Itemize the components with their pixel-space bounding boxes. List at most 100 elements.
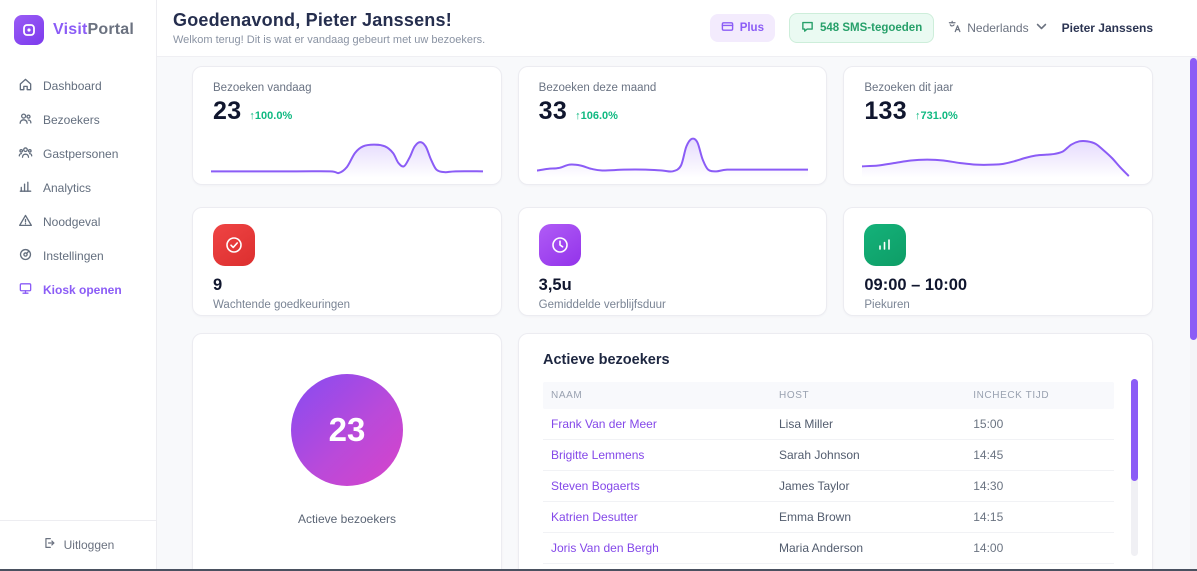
home-icon — [18, 77, 33, 95]
visitors-icon — [18, 111, 33, 129]
active-visitors-label: Actieve bezoekers — [297, 512, 397, 526]
plan-badge-label: Plus — [739, 22, 764, 34]
sidebar-item-label: Instellingen — [43, 249, 104, 263]
visitor-checkin-time: 14:15 — [973, 510, 1004, 524]
stat-label: Bezoeken dit jaar — [864, 82, 954, 94]
language-icon — [948, 20, 961, 36]
chat-icon — [801, 20, 814, 36]
visitor-name-link[interactable]: Joris Van den Bergh — [551, 541, 659, 555]
column-header-host: HOST — [779, 390, 810, 401]
table-scrollbar-thumb[interactable] — [1131, 379, 1138, 481]
analytics-icon — [18, 179, 33, 197]
visitor-name-link[interactable]: Katrien Desutter — [551, 510, 638, 524]
bar-chart-icon — [864, 224, 907, 266]
metric-value: 09:00 – 10:00 — [864, 276, 968, 294]
stat-delta: ↑106.0% — [575, 110, 618, 122]
plan-badge[interactable]: Plus — [709, 14, 775, 42]
kiosk-icon — [18, 281, 33, 299]
stat-label: Bezoeken deze maand — [538, 82, 657, 94]
topbar-actions: Plus 548 SMS-tegoeden Nederlands Pieter … — [709, 13, 1153, 43]
stat-label: Bezoeken vandaag — [213, 82, 312, 94]
clock-icon — [538, 224, 581, 266]
sidebar-item-label: Bezoekers — [43, 113, 100, 127]
sms-credits-label: 548 SMS-tegoeden — [819, 22, 923, 34]
stat-card-jaar: Bezoeken dit jaar 133 ↑731.0% — [843, 66, 1154, 185]
stat-value: 33 — [538, 97, 568, 125]
stat-value: 133 — [864, 97, 907, 125]
sidebar-item-dashboard[interactable]: Dashboard — [0, 69, 156, 103]
active-visitors-table-card: Actieve bezoekers NAAM HOST INCHECK TIJD… — [518, 333, 1153, 571]
metric-value: 9 — [213, 276, 223, 294]
sidebar-item-kiosk-openen[interactable]: Kiosk openen — [0, 273, 156, 307]
sidebar-item-bezoekers[interactable]: Bezoekers — [0, 103, 156, 137]
visitor-host: Lisa Miller — [779, 417, 834, 431]
table-row: Frank Van der Meer Lisa Miller 15:00 — [543, 409, 1114, 440]
sidebar-item-gastpersonen[interactable]: Gastpersonen — [0, 137, 156, 171]
active-visitors-card: 23 Actieve bezoekers — [192, 333, 502, 571]
metric-card-goedkeuringen: 9 Wachtende goedkeuringen — [192, 207, 502, 316]
page-scrollbar-thumb[interactable] — [1190, 58, 1197, 340]
chevron-down-icon — [1035, 20, 1048, 36]
guests-icon — [18, 145, 33, 163]
sidebar-item-label: Kiosk openen — [43, 283, 122, 297]
logout-label: Uitloggen — [63, 537, 115, 552]
table-row: Katrien Desutter Emma Brown 14:15 — [543, 502, 1114, 533]
stat-delta: ↑731.0% — [914, 110, 958, 122]
sidebar-footer: Uitloggen — [0, 520, 156, 571]
sms-credits-badge[interactable]: 548 SMS-tegoeden — [788, 13, 935, 43]
table-scrollbar-track[interactable] — [1131, 379, 1138, 556]
user-menu[interactable]: Pieter Janssens — [1061, 21, 1153, 35]
bottom-row: 23 Actieve bezoekers Actieve bezoekers N… — [192, 333, 1153, 571]
column-header-incheck-tijd: INCHECK TIJD — [973, 390, 1050, 401]
table-title: Actieve bezoekers — [543, 352, 670, 368]
greeting-block: Goedenavond, Pieter Janssens! Welkom ter… — [173, 10, 485, 46]
visitor-name-link[interactable]: Steven Bogaerts — [551, 479, 640, 493]
sparkline-chart — [536, 128, 809, 178]
page-scrollbar-track[interactable] — [1190, 57, 1197, 571]
settings-icon — [18, 247, 33, 265]
main-area: Goedenavond, Pieter Janssens! Welkom ter… — [157, 0, 1197, 571]
brand-logo-icon — [14, 15, 44, 45]
emergency-icon — [18, 213, 33, 231]
visitor-checkin-time: 14:30 — [973, 479, 1004, 493]
logout-button[interactable]: Uitloggen — [42, 536, 115, 553]
stat-card-vandaag: Bezoeken vandaag 23 ↑100.0% — [192, 66, 502, 185]
sidebar-item-label: Gastpersonen — [43, 147, 119, 161]
table-row: Joris Van den Bergh Maria Anderson 14:00 — [543, 533, 1114, 564]
active-visitors-circle: 23 — [291, 374, 403, 486]
visitor-name-link[interactable]: Frank Van der Meer — [551, 417, 657, 431]
sidebar: VisitPortal Dashboard Bezoekers Gastpers… — [0, 0, 157, 571]
stat-value: 23 — [213, 97, 242, 125]
sparkline-chart — [211, 128, 483, 178]
table-header-row: NAAM HOST INCHECK TIJD — [543, 382, 1114, 409]
card-icon — [721, 20, 734, 36]
language-selector[interactable]: Nederlands — [948, 20, 1047, 36]
visitor-host: Emma Brown — [779, 510, 852, 524]
metric-card-piekuren: 09:00 – 10:00 Piekuren — [843, 207, 1154, 316]
sidebar-item-label: Noodgeval — [43, 215, 101, 229]
sidebar-item-instellingen[interactable]: Instellingen — [0, 239, 156, 273]
visitor-host: Maria Anderson — [779, 541, 864, 555]
sidebar-item-label: Dashboard — [43, 79, 102, 93]
page-subtitle: Welkom terug! Dit is wat er vandaag gebe… — [173, 34, 486, 46]
metric-label: Wachtende goedkeuringen — [213, 299, 351, 311]
visitor-host: James Taylor — [779, 479, 850, 493]
active-visitors-count: 23 — [328, 411, 366, 448]
sparkline-chart — [862, 128, 1134, 178]
visitor-checkin-time: 14:45 — [973, 448, 1004, 462]
visitor-name-link[interactable]: Brigitte Lemmens — [551, 448, 645, 462]
check-circle-icon — [213, 224, 255, 266]
brand-logo[interactable]: VisitPortal — [0, 0, 156, 63]
visitor-checkin-time: 15:00 — [973, 417, 1004, 431]
visitor-host: Sarah Johnson — [779, 448, 860, 462]
table-row: Brigitte Lemmens Sarah Johnson 14:45 — [543, 440, 1114, 471]
table-row: Steven Bogaerts James Taylor 14:30 — [543, 471, 1114, 502]
sidebar-item-analytics[interactable]: Analytics — [0, 171, 156, 205]
metric-value: 3,5u — [538, 276, 572, 294]
sidebar-item-label: Analytics — [43, 181, 92, 195]
page-title: Goedenavond, Pieter Janssens! — [173, 10, 452, 30]
stat-card-maand: Bezoeken deze maand 33 ↑106.0% — [517, 66, 828, 185]
sidebar-item-noodgeval[interactable]: Noodgeval — [0, 205, 156, 239]
dashboard-content: Bezoeken vandaag 23 ↑100.0% Bezoeken dez… — [157, 57, 1197, 571]
